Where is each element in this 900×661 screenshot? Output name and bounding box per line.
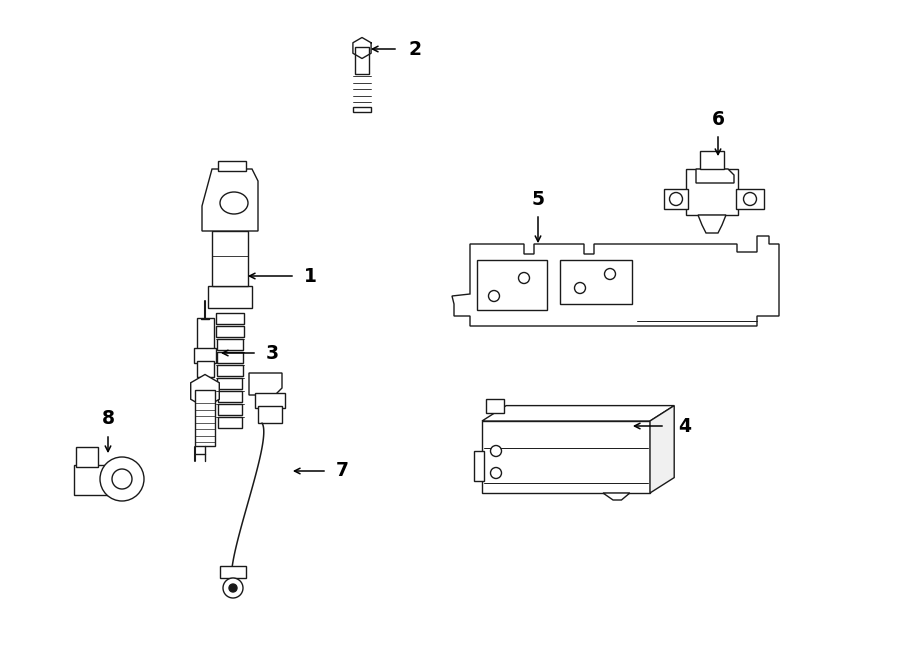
Bar bbox=[700, 151, 724, 169]
Polygon shape bbox=[452, 236, 779, 326]
Bar bbox=[258, 406, 282, 423]
Bar bbox=[218, 391, 242, 402]
Polygon shape bbox=[191, 375, 220, 407]
Ellipse shape bbox=[220, 192, 248, 214]
Bar bbox=[219, 417, 241, 428]
Circle shape bbox=[489, 290, 500, 301]
Polygon shape bbox=[482, 406, 674, 421]
Bar bbox=[196, 318, 213, 351]
Text: 2: 2 bbox=[409, 40, 421, 59]
Bar bbox=[353, 107, 371, 112]
Bar bbox=[208, 286, 252, 308]
Bar bbox=[217, 339, 243, 350]
Circle shape bbox=[518, 272, 529, 284]
Circle shape bbox=[491, 467, 501, 479]
Circle shape bbox=[743, 192, 757, 206]
Polygon shape bbox=[249, 373, 282, 395]
Bar bbox=[218, 161, 246, 171]
Polygon shape bbox=[603, 493, 630, 500]
Text: 8: 8 bbox=[102, 410, 114, 428]
Bar bbox=[194, 348, 216, 363]
Bar bbox=[218, 404, 242, 415]
Bar bbox=[216, 313, 244, 324]
Text: 6: 6 bbox=[712, 110, 724, 128]
Polygon shape bbox=[698, 215, 726, 233]
Bar bbox=[217, 365, 243, 376]
Bar bbox=[686, 169, 738, 215]
Bar bbox=[482, 421, 650, 493]
Circle shape bbox=[100, 457, 144, 501]
Text: 3: 3 bbox=[266, 344, 279, 362]
Bar bbox=[76, 447, 98, 467]
Bar bbox=[477, 260, 547, 310]
Bar bbox=[196, 361, 213, 377]
Circle shape bbox=[229, 584, 237, 592]
Bar bbox=[216, 326, 244, 337]
Bar bbox=[486, 399, 504, 412]
Bar bbox=[355, 47, 369, 74]
Polygon shape bbox=[696, 169, 734, 183]
Bar bbox=[560, 260, 632, 304]
Text: 4: 4 bbox=[679, 416, 691, 436]
Circle shape bbox=[670, 192, 682, 206]
Text: 5: 5 bbox=[532, 190, 544, 208]
Bar bbox=[736, 189, 764, 209]
Polygon shape bbox=[202, 169, 258, 231]
Bar bbox=[74, 465, 122, 495]
Text: 7: 7 bbox=[336, 461, 348, 481]
Circle shape bbox=[223, 578, 243, 598]
Bar bbox=[212, 231, 248, 286]
Bar bbox=[255, 393, 285, 408]
Bar bbox=[664, 189, 688, 209]
Circle shape bbox=[605, 268, 616, 280]
Text: 1: 1 bbox=[303, 266, 317, 286]
Polygon shape bbox=[650, 406, 674, 493]
Bar bbox=[218, 378, 242, 389]
Bar bbox=[217, 352, 243, 363]
Bar bbox=[195, 390, 215, 446]
Circle shape bbox=[574, 282, 586, 293]
Bar bbox=[220, 566, 246, 578]
Circle shape bbox=[112, 469, 132, 489]
Bar bbox=[474, 451, 484, 481]
Circle shape bbox=[491, 446, 501, 457]
